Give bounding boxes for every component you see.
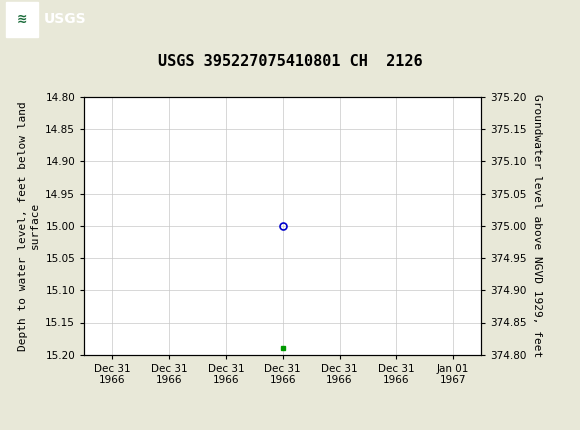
Text: USGS: USGS [44, 12, 86, 26]
Y-axis label: Groundwater level above NGVD 1929, feet: Groundwater level above NGVD 1929, feet [532, 94, 542, 357]
Bar [6, 2, 38, 37]
Text: USGS 395227075410801 CH  2126: USGS 395227075410801 CH 2126 [158, 54, 422, 69]
Text: ≋: ≋ [16, 13, 27, 26]
Y-axis label: Depth to water level, feet below land
surface: Depth to water level, feet below land su… [18, 101, 39, 350]
